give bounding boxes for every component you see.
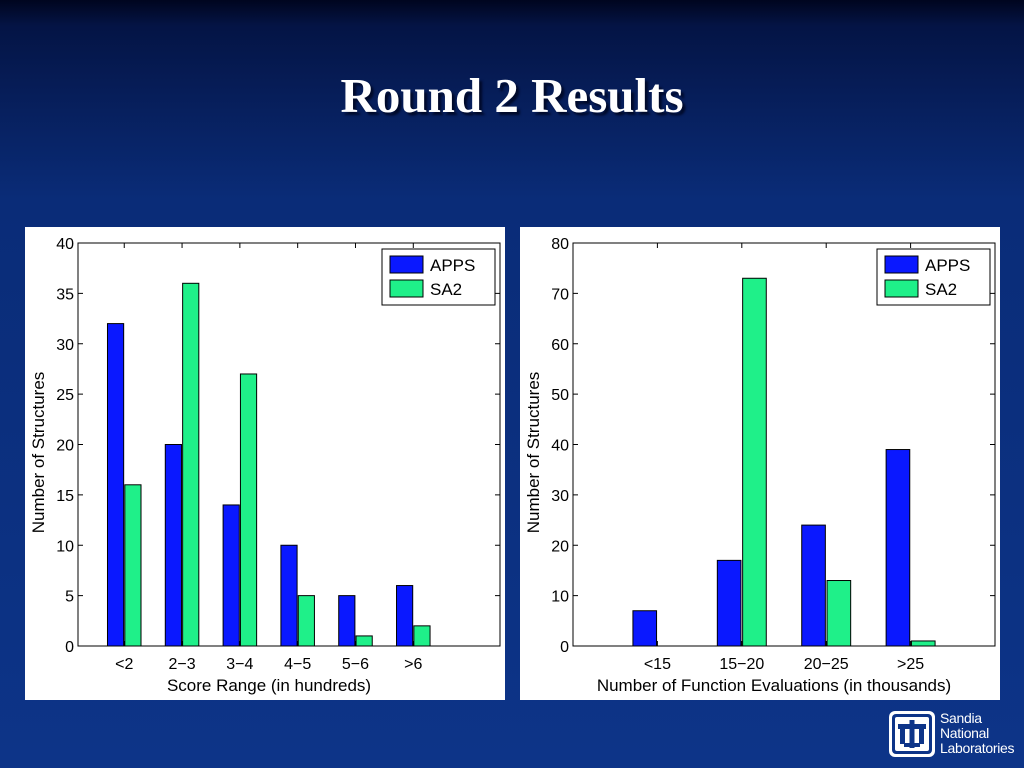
function-evaluations-chart-panel: 0 10 20 30 40 50 60 70 80 <15 15−20 20−25 >25 Number … [520,227,1000,700]
bar-apps-0 [106,323,125,647]
legend: APPS SA2 [381,248,496,306]
x-tick-label: 4−5 [284,656,311,673]
x-tick-label: <15 [644,656,671,673]
legend-label-apps: APPS [430,256,475,275]
y-tick-label: 40 [56,236,74,253]
legend-label-sa2: SA2 [925,280,957,299]
sandia-thunderbird-icon [889,711,935,757]
slide-title: Round 2 Results [340,68,684,123]
bar-apps-1 [164,444,182,647]
sandia-logo-text: Sandia National Laboratories [940,710,1015,756]
legend-swatch-sa2 [389,279,424,298]
y-tick-label: 40 [551,438,569,455]
legend-swatch-sa2 [884,279,919,298]
sandia-logo: Sandia National Laboratories [888,710,1018,760]
bar-sa2-1 [742,277,767,647]
y-tick-label: 10 [56,538,74,555]
y-tick-label: 15 [56,488,74,505]
x-tick-label: 2−3 [168,656,195,673]
y-tick-label: 10 [551,589,569,606]
x-tick-label: 20−25 [804,656,849,673]
y-tick-label: 20 [551,538,569,555]
y-tick-label: 0 [560,639,569,656]
x-tick-label: >25 [897,656,924,673]
score-range-chart: 0 5 10 15 20 25 30 35 40 <2 2−3 3−4 4−5 5−6 >6 Score Ra… [29,236,501,695]
score-range-chart-panel: 0 5 10 15 20 25 30 35 40 <2 2−3 3−4 4−5 5−6 >6 Score Ra… [25,227,505,700]
y-tick-label: 30 [551,488,569,505]
bar-sa2-3 [297,595,315,647]
bar-apps-3 [280,544,298,647]
bar-apps-1 [716,559,742,647]
bar-sa2-3 [910,640,936,647]
bar-apps-0 [632,610,658,647]
y-axis-label: Number of Structures [29,372,48,534]
y-tick-label: 60 [551,337,569,354]
y-tick-label: 70 [551,286,569,303]
bar-apps-2 [801,524,826,647]
logo-line-2: National [940,725,989,741]
bar-sa2-0 [124,484,142,647]
y-axis-label: Number of Structures [524,372,543,534]
y-tick-label: 35 [56,286,74,303]
legend-label-apps: APPS [925,256,970,275]
legend: APPS SA2 [876,248,991,306]
x-axis-label: Score Range (in hundreds) [167,676,371,695]
x-tick-label: 3−4 [226,656,253,673]
y-tick-label: 50 [551,387,569,404]
logo-line-3: Laboratories [940,740,1015,756]
function-evaluations-chart: 0 10 20 30 40 50 60 70 80 <15 15−20 20−25 >25 Number … [524,236,996,695]
x-tick-label: <2 [115,656,133,673]
x-tick-label: 5−6 [342,656,369,673]
x-axis-label: Number of Function Evaluations (in thous… [597,676,951,695]
bar-apps-3 [885,449,911,647]
x-tick-label: >6 [404,656,422,673]
bar-apps-2 [222,504,240,647]
bar-sa2-4 [355,635,373,647]
x-tick-label: 15−20 [719,656,764,673]
legend-label-sa2: SA2 [430,280,462,299]
bar-sa2-1 [182,282,200,647]
bar-sa2-5 [413,625,431,647]
y-tick-label: 30 [56,337,74,354]
bar-apps-5 [396,585,414,647]
y-tick-label: 0 [65,639,74,656]
bar-sa2-2 [826,580,852,647]
logo-line-1: Sandia [940,710,982,726]
y-tick-label: 5 [65,589,74,606]
legend-swatch-apps [884,255,919,274]
y-tick-label: 80 [551,236,569,253]
legend-swatch-apps [389,255,424,274]
y-tick-label: 25 [56,387,74,404]
y-tick-label: 20 [56,438,74,455]
bar-apps-4 [338,595,356,647]
bar-sa2-2 [239,373,258,647]
